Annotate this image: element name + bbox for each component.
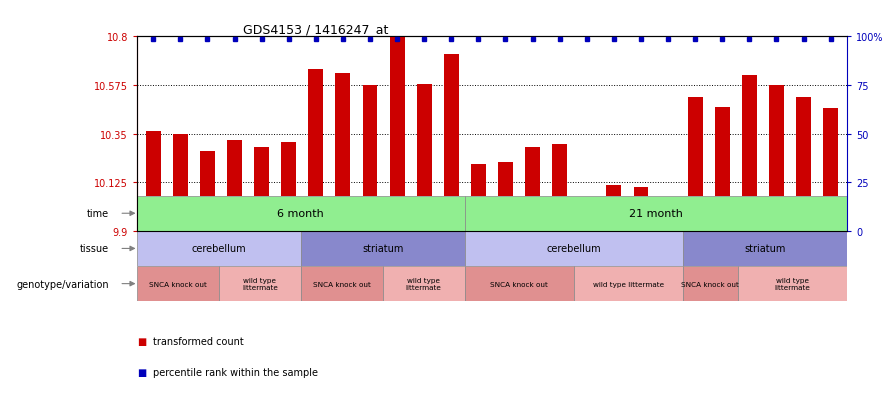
Bar: [715, 107, 729, 231]
Text: percentile rank within the sample: percentile rank within the sample: [153, 367, 318, 377]
Text: SNCA knock out: SNCA knock out: [682, 281, 739, 287]
Text: transformed count: transformed count: [153, 336, 244, 346]
Bar: [525, 147, 540, 231]
Bar: [146, 132, 161, 231]
Bar: [552, 145, 568, 231]
Bar: [660, 198, 675, 231]
Text: wild type
littermate: wild type littermate: [406, 278, 442, 290]
Bar: [137, 266, 219, 301]
Bar: [137, 231, 301, 266]
Text: GDS4153 / 1416247_at: GDS4153 / 1416247_at: [243, 23, 389, 36]
Bar: [683, 266, 737, 301]
Text: time: time: [87, 209, 109, 219]
Bar: [444, 55, 459, 231]
Text: 21 month: 21 month: [629, 209, 682, 219]
Bar: [683, 231, 847, 266]
Text: ■: ■: [137, 367, 146, 377]
Bar: [465, 196, 847, 231]
Text: SNCA knock out: SNCA knock out: [149, 281, 207, 287]
Bar: [688, 97, 703, 231]
Text: tissue: tissue: [80, 244, 109, 254]
Text: striatum: striatum: [362, 244, 403, 254]
Text: wild type
littermate: wild type littermate: [774, 278, 811, 290]
Bar: [383, 266, 465, 301]
Bar: [301, 231, 465, 266]
Bar: [579, 229, 594, 231]
Bar: [634, 187, 648, 231]
Bar: [336, 74, 350, 231]
Bar: [416, 85, 431, 231]
Bar: [465, 266, 574, 301]
Text: 6 month: 6 month: [278, 209, 324, 219]
Bar: [823, 108, 838, 231]
Bar: [737, 266, 847, 301]
Text: wild type littermate: wild type littermate: [593, 281, 664, 287]
Text: cerebellum: cerebellum: [546, 244, 601, 254]
Text: SNCA knock out: SNCA knock out: [491, 281, 548, 287]
Text: wild type
littermate: wild type littermate: [242, 278, 278, 290]
Text: genotype/variation: genotype/variation: [16, 279, 109, 289]
Bar: [200, 152, 215, 231]
Bar: [227, 141, 242, 231]
Bar: [362, 86, 377, 231]
Bar: [219, 266, 301, 301]
Text: ■: ■: [137, 336, 146, 346]
Text: striatum: striatum: [744, 244, 786, 254]
Bar: [301, 266, 383, 301]
Bar: [255, 147, 269, 231]
Bar: [137, 196, 465, 231]
Bar: [606, 186, 621, 231]
Bar: [574, 266, 683, 301]
Bar: [309, 69, 324, 231]
Bar: [471, 164, 486, 231]
Bar: [390, 37, 405, 231]
Bar: [769, 86, 784, 231]
Text: SNCA knock out: SNCA knock out: [313, 281, 370, 287]
Text: cerebellum: cerebellum: [192, 244, 247, 254]
Bar: [173, 134, 187, 231]
Bar: [281, 143, 296, 231]
Bar: [465, 231, 683, 266]
Bar: [742, 76, 757, 231]
Bar: [498, 162, 513, 231]
Bar: [796, 97, 811, 231]
